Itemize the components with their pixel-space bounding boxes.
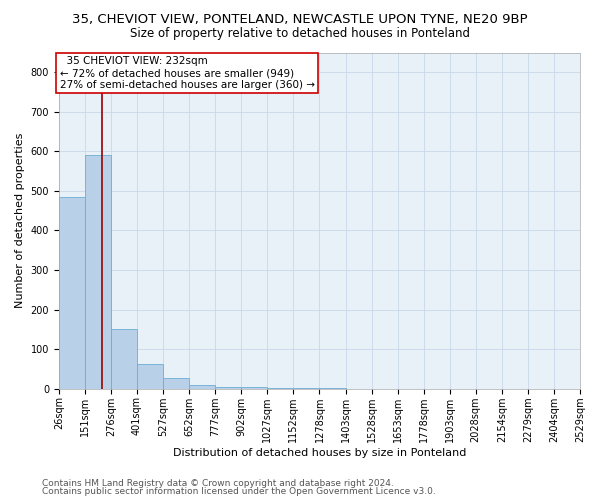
Text: 35, CHEVIOT VIEW, PONTELAND, NEWCASTLE UPON TYNE, NE20 9BP: 35, CHEVIOT VIEW, PONTELAND, NEWCASTLE U… — [72, 12, 528, 26]
Text: Contains HM Land Registry data © Crown copyright and database right 2024.: Contains HM Land Registry data © Crown c… — [42, 478, 394, 488]
Text: Size of property relative to detached houses in Ponteland: Size of property relative to detached ho… — [130, 28, 470, 40]
Text: 35 CHEVIOT VIEW: 232sqm
← 72% of detached houses are smaller (949)
27% of semi-d: 35 CHEVIOT VIEW: 232sqm ← 72% of detache… — [60, 56, 315, 90]
Bar — [163, 378, 189, 388]
Bar — [215, 386, 241, 388]
Bar — [189, 384, 215, 388]
Bar — [85, 155, 111, 388]
Text: Contains public sector information licensed under the Open Government Licence v3: Contains public sector information licen… — [42, 487, 436, 496]
X-axis label: Distribution of detached houses by size in Ponteland: Distribution of detached houses by size … — [173, 448, 466, 458]
Bar — [59, 198, 85, 388]
Bar — [111, 330, 137, 388]
Y-axis label: Number of detached properties: Number of detached properties — [15, 133, 25, 308]
Bar — [137, 364, 163, 388]
